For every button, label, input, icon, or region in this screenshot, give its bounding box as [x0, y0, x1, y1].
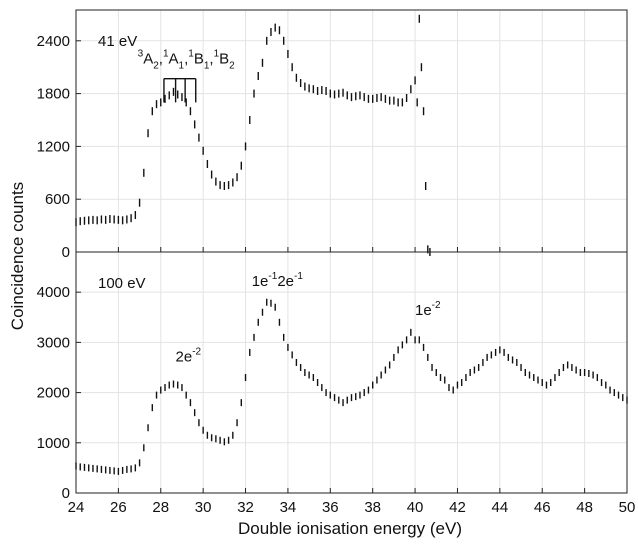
x-axis-title: Double ionisation energy (eV)	[238, 519, 462, 538]
x-tick-label: 44	[492, 499, 509, 516]
x-tick-label: 30	[195, 499, 212, 516]
x-tick-label: 28	[152, 499, 169, 516]
x-tick-label: 32	[237, 499, 254, 516]
panel-label: 100 eV	[98, 275, 146, 292]
y-tick-label: 1800	[37, 86, 70, 103]
y-tick-label: 1000	[37, 435, 70, 452]
y-tick-label: 0	[62, 244, 70, 261]
plot-frame	[75, 9, 628, 253]
peak-annotation: 1e-1​2e-1​	[252, 271, 304, 290]
peak-annotation: 2e-2​	[176, 346, 202, 365]
y-tick-label: 3000	[37, 334, 70, 351]
plot-frame	[75, 251, 628, 494]
y-tick-label: 1200	[37, 138, 70, 155]
x-tick-label: 46	[534, 499, 551, 516]
x-tick-label: 34	[280, 499, 297, 516]
y-tick-label: 2000	[37, 385, 70, 402]
y-axis-title: Coincidence counts	[8, 182, 27, 330]
x-tick-label: 42	[449, 499, 466, 516]
x-tick-label: 40	[407, 499, 424, 516]
panel-label: 41 eV	[98, 33, 137, 50]
x-tick-label: 48	[576, 499, 593, 516]
peak-annotation: 1e-2​	[415, 300, 441, 319]
x-tick-label: 38	[364, 499, 381, 516]
y-tick-label: 0	[62, 485, 70, 502]
panel-100ev: 0 1000 2000 3000 4000 100 eV 2e-2​ 1e-1​2e-1​ 1e…	[37, 251, 628, 502]
peak-annotation: 3A2​,1A1​,1B1​,1B2​	[138, 49, 236, 72]
x-tick-label: 36	[322, 499, 339, 516]
x-tick-label: 24	[68, 499, 85, 516]
x-axis: 24 26 28 30 32 34 36 38 40 42 44 46 48 50	[68, 499, 636, 516]
x-tick-label: 26	[110, 499, 127, 516]
y-tick-label: 2400	[37, 33, 70, 50]
y-tick-label: 600	[45, 191, 70, 208]
x-tick-label: 50	[619, 499, 636, 516]
y-tick-label: 4000	[37, 284, 70, 301]
